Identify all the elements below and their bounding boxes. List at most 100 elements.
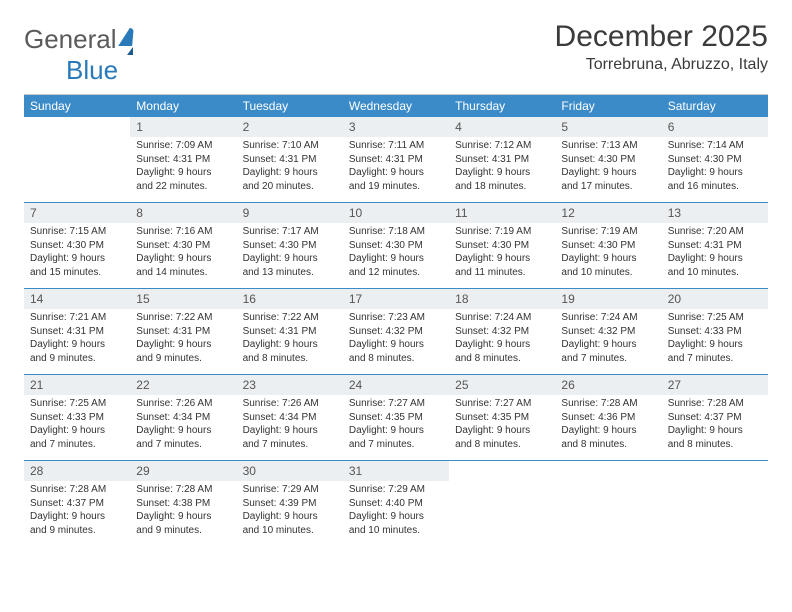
day-line: Daylight: 9 hours — [243, 252, 337, 266]
day-number: 27 — [662, 375, 768, 395]
day-line: Daylight: 9 hours — [455, 252, 549, 266]
day-line: Sunrise: 7:16 AM — [136, 225, 230, 239]
day-line: Sunrise: 7:19 AM — [455, 225, 549, 239]
logo-part2: Blue — [66, 55, 118, 85]
day-cell: 13Sunrise: 7:20 AMSunset: 4:31 PMDayligh… — [662, 203, 768, 289]
day-body: Sunrise: 7:17 AMSunset: 4:30 PMDaylight:… — [237, 223, 343, 285]
day-line: Daylight: 9 hours — [30, 424, 124, 438]
day-body: Sunrise: 7:24 AMSunset: 4:32 PMDaylight:… — [555, 309, 661, 371]
day-line: and 20 minutes. — [243, 180, 337, 194]
day-line: Daylight: 9 hours — [668, 424, 762, 438]
day-cell: 10Sunrise: 7:18 AMSunset: 4:30 PMDayligh… — [343, 203, 449, 289]
header: General Blue December 2025 Torrebruna, A… — [24, 20, 768, 86]
day-line: and 8 minutes. — [455, 438, 549, 452]
empty-cell — [449, 461, 555, 547]
day-body: Sunrise: 7:26 AMSunset: 4:34 PMDaylight:… — [130, 395, 236, 457]
day-line: Sunrise: 7:12 AM — [455, 139, 549, 153]
day-line: Sunrise: 7:19 AM — [561, 225, 655, 239]
day-number: 5 — [555, 117, 661, 137]
day-cell: 1Sunrise: 7:09 AMSunset: 4:31 PMDaylight… — [130, 117, 236, 203]
day-line: Daylight: 9 hours — [243, 338, 337, 352]
day-cell: 26Sunrise: 7:28 AMSunset: 4:36 PMDayligh… — [555, 375, 661, 461]
day-body: Sunrise: 7:29 AMSunset: 4:40 PMDaylight:… — [343, 481, 449, 543]
day-line: Daylight: 9 hours — [455, 166, 549, 180]
day-line: Sunrise: 7:17 AM — [243, 225, 337, 239]
day-number: 10 — [343, 203, 449, 223]
day-line: and 12 minutes. — [349, 266, 443, 280]
day-body: Sunrise: 7:28 AMSunset: 4:37 PMDaylight:… — [24, 481, 130, 543]
day-line: Sunrise: 7:28 AM — [30, 483, 124, 497]
day-cell: 9Sunrise: 7:17 AMSunset: 4:30 PMDaylight… — [237, 203, 343, 289]
day-body: Sunrise: 7:19 AMSunset: 4:30 PMDaylight:… — [449, 223, 555, 285]
day-line: Daylight: 9 hours — [349, 252, 443, 266]
empty-cell — [555, 461, 661, 547]
day-body: Sunrise: 7:20 AMSunset: 4:31 PMDaylight:… — [662, 223, 768, 285]
day-line: Daylight: 9 hours — [30, 252, 124, 266]
dow-header: Monday — [130, 95, 236, 117]
day-cell: 4 Sunrise: 7:12 AMSunset: 4:31 PMDaylight… — [449, 117, 555, 203]
day-line: and 15 minutes. — [30, 266, 124, 280]
day-cell: 14Sunrise: 7:21 AMSunset: 4:31 PMDayligh… — [24, 289, 130, 375]
day-body: Sunrise: 7:13 AMSunset: 4:30 PMDaylight:… — [555, 137, 661, 199]
day-line: Daylight: 9 hours — [136, 166, 230, 180]
day-line: Sunset: 4:36 PM — [561, 411, 655, 425]
day-cell: 19Sunrise: 7:24 AMSunset: 4:32 PMDayligh… — [555, 289, 661, 375]
day-line: Sunset: 4:32 PM — [561, 325, 655, 339]
day-number: 18 — [449, 289, 555, 309]
logo-triangle-icon — [118, 28, 134, 46]
day-body: Sunrise: 7:18 AMSunset: 4:30 PMDaylight:… — [343, 223, 449, 285]
day-line: and 9 minutes. — [30, 524, 124, 538]
day-body: Sunrise: 7:25 AMSunset: 4:33 PMDaylight:… — [662, 309, 768, 371]
day-number: 29 — [130, 461, 236, 481]
day-cell: 31Sunrise: 7:29 AMSunset: 4:40 PMDayligh… — [343, 461, 449, 547]
day-number: 12 — [555, 203, 661, 223]
day-number: 7 — [24, 203, 130, 223]
day-line: and 7 minutes. — [30, 438, 124, 452]
day-number: 14 — [24, 289, 130, 309]
day-number: 13 — [662, 203, 768, 223]
day-line: and 13 minutes. — [243, 266, 337, 280]
day-line: Sunrise: 7:23 AM — [349, 311, 443, 325]
day-line: Daylight: 9 hours — [243, 510, 337, 524]
day-line: Daylight: 9 hours — [243, 166, 337, 180]
day-line: Sunrise: 7:27 AM — [455, 397, 549, 411]
day-cell: 2Sunrise: 7:10 AMSunset: 4:31 PMDaylight… — [237, 117, 343, 203]
day-line: Daylight: 9 hours — [561, 338, 655, 352]
day-line: Sunrise: 7:18 AM — [349, 225, 443, 239]
day-line: Sunset: 4:31 PM — [243, 325, 337, 339]
day-line: Sunrise: 7:14 AM — [668, 139, 762, 153]
day-line: Sunrise: 7:29 AM — [243, 483, 337, 497]
day-line: Sunrise: 7:20 AM — [668, 225, 762, 239]
title-block: December 2025 Torrebruna, Abruzzo, Italy — [555, 20, 768, 74]
day-line: Daylight: 9 hours — [561, 424, 655, 438]
day-number: 25 — [449, 375, 555, 395]
day-body: Sunrise: 7:10 AMSunset: 4:31 PMDaylight:… — [237, 137, 343, 199]
day-line: and 8 minutes. — [668, 438, 762, 452]
day-line: Sunrise: 7:28 AM — [136, 483, 230, 497]
day-body: Sunrise: 7:27 AMSunset: 4:35 PMDaylight:… — [343, 395, 449, 457]
day-line: Sunrise: 7:24 AM — [455, 311, 549, 325]
day-line: Sunrise: 7:22 AM — [136, 311, 230, 325]
day-line: Sunrise: 7:13 AM — [561, 139, 655, 153]
day-line: Sunrise: 7:28 AM — [668, 397, 762, 411]
day-line: Sunrise: 7:26 AM — [136, 397, 230, 411]
day-line: Sunset: 4:30 PM — [243, 239, 337, 253]
day-line: and 7 minutes. — [349, 438, 443, 452]
day-body: Sunrise: 7:19 AMSunset: 4:30 PMDaylight:… — [555, 223, 661, 285]
day-number: 6 — [662, 117, 768, 137]
day-cell: 25Sunrise: 7:27 AMSunset: 4:35 PMDayligh… — [449, 375, 555, 461]
day-line: Sunset: 4:30 PM — [30, 239, 124, 253]
day-line: Sunset: 4:31 PM — [455, 153, 549, 167]
day-line: Sunset: 4:31 PM — [668, 239, 762, 253]
day-line: and 10 minutes. — [243, 524, 337, 538]
day-line: Sunset: 4:31 PM — [30, 325, 124, 339]
day-line: Daylight: 9 hours — [349, 338, 443, 352]
day-number: 16 — [237, 289, 343, 309]
day-number: 28 — [24, 461, 130, 481]
day-line: and 9 minutes. — [30, 352, 124, 366]
day-line: Sunset: 4:30 PM — [455, 239, 549, 253]
day-number: 4 — [449, 117, 555, 137]
calendar-grid: SundayMondayTuesdayWednesdayThursdayFrid… — [24, 94, 768, 547]
day-cell: 16Sunrise: 7:22 AMSunset: 4:31 PMDayligh… — [237, 289, 343, 375]
dow-header: Saturday — [662, 95, 768, 117]
